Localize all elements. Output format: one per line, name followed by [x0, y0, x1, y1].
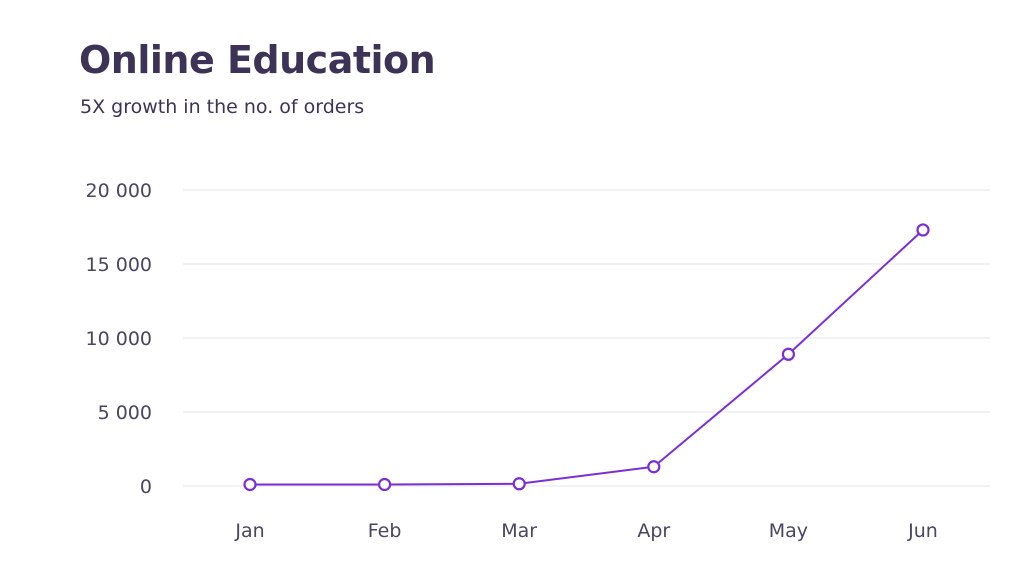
gridlines: [183, 189, 990, 487]
series-layer: [243, 223, 930, 492]
x-axis-ticks: Jan Feb Mar Apr May Jun: [234, 520, 937, 542]
series-line: [250, 229, 924, 486]
y-axis-ticks: 0 5 000 10 000 15 000 20 000: [86, 180, 152, 498]
x-tick-label: Feb: [368, 520, 402, 542]
data-point: [781, 347, 796, 361]
x-tick-label: Jun: [907, 520, 938, 542]
y-tick-label: 0: [140, 476, 152, 498]
x-tick-label: Apr: [637, 520, 670, 542]
x-tick-label: May: [769, 520, 808, 542]
data-point: [512, 477, 526, 491]
y-tick-label: 15 000: [86, 254, 152, 276]
data-point: [243, 477, 257, 492]
data-point: [916, 223, 930, 237]
chart-subtitle: 5X growth in the no. of orders: [80, 96, 365, 118]
x-tick-label: Mar: [501, 520, 537, 542]
y-tick-label: 20 000: [86, 180, 152, 202]
y-tick-label: 10 000: [86, 328, 152, 350]
y-tick-label: 5 000: [98, 402, 152, 424]
data-point: [647, 460, 661, 474]
data-point: [378, 477, 392, 492]
chart-title: Online Education: [79, 38, 436, 82]
x-tick-label: Jan: [234, 520, 264, 542]
